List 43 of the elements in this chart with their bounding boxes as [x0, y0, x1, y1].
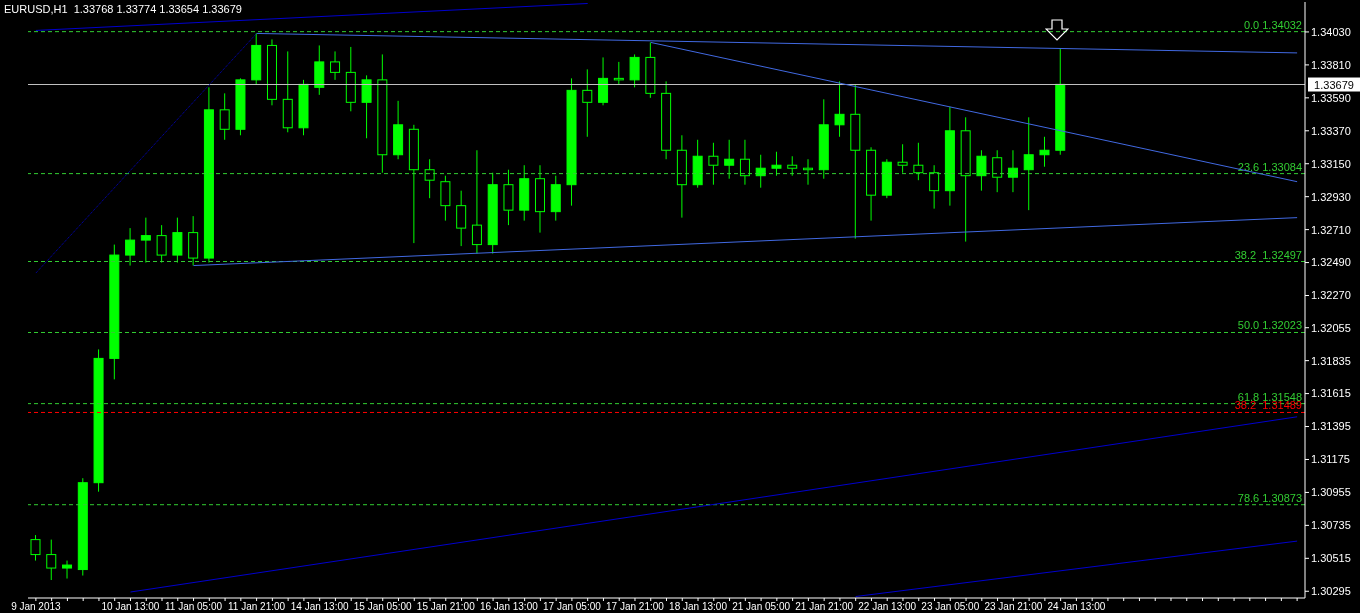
y-tick-label: 1.32930 [1311, 190, 1351, 203]
x-tick-label: 11 Jan 05:00 [164, 601, 223, 613]
y-tick-label: 1.31835 [1311, 354, 1351, 367]
x-tick-label: 21 Jan 05:00 [732, 601, 791, 613]
ref-line-label: 38.2 1.32497 [1234, 248, 1302, 261]
y-tick-label: 1.33150 [1311, 157, 1351, 170]
y-tick-label: 1.30955 [1311, 486, 1351, 499]
y-tick-label: 1.30295 [1311, 585, 1351, 598]
x-tick-label: 18 Jan 13:00 [669, 601, 728, 613]
x-tick-label: 16 Jan 13:00 [479, 601, 539, 613]
x-tick-label: 11 Jan 21:00 [228, 601, 286, 613]
y-tick-label: 1.34030 [1311, 25, 1351, 38]
y-tick-label: 1.31395 [1311, 420, 1351, 433]
x-tick-label: 21 Jan 21:00 [795, 601, 854, 613]
y-tick-label: 1.32710 [1311, 223, 1351, 236]
y-tick-label: 1.30735 [1311, 519, 1351, 532]
x-tick-label: 10 Jan 13:00 [101, 601, 160, 613]
x-tick-label: 23 Jan 21:00 [984, 601, 1043, 613]
ref-line-label: 61.8 1.31548 [1237, 390, 1302, 403]
x-tick-label: 17 Jan 05:00 [542, 601, 602, 613]
y-tick-label: 1.32270 [1311, 289, 1351, 302]
x-tick-label: 23 Jan 05:00 [921, 601, 980, 613]
y-tick-label: 1.32055 [1311, 321, 1351, 334]
y-tick-label: 1.33810 [1311, 58, 1351, 71]
ref-line-label: 23.6 1.33084 [1237, 160, 1302, 173]
x-tick-label: 22 Jan 13:00 [858, 601, 917, 613]
y-tick-label: 1.33370 [1311, 124, 1351, 137]
ref-line-label: 0.0 1.34032 [1243, 18, 1302, 31]
x-tick-label: 24 Jan 13:00 [1047, 601, 1106, 613]
ref-line-label: 1.33679 [1314, 78, 1354, 91]
x-tick-label: 9 Jan 2013 [11, 601, 62, 613]
y-tick-label: 1.32490 [1311, 256, 1351, 269]
x-tick-label: 14 Jan 13:00 [290, 601, 350, 613]
y-tick-label: 1.31615 [1311, 387, 1351, 400]
x-tick-label: 17 Jan 21:00 [606, 601, 665, 613]
x-tick-label: 15 Jan 05:00 [353, 601, 413, 613]
chart-title: EURUSD,H1 1.33768 1.33774 1.33654 1.33679 [4, 3, 242, 15]
ref-line-label: 50.0 1.32023 [1237, 319, 1302, 332]
y-tick-label: 1.30515 [1311, 552, 1351, 565]
y-tick-label: 1.31175 [1311, 453, 1350, 466]
y-tick-label: 1.33590 [1311, 91, 1351, 104]
x-tick-label: 15 Jan 21:00 [416, 601, 476, 613]
ref-line-label: 78.6 1.30873 [1237, 491, 1302, 504]
